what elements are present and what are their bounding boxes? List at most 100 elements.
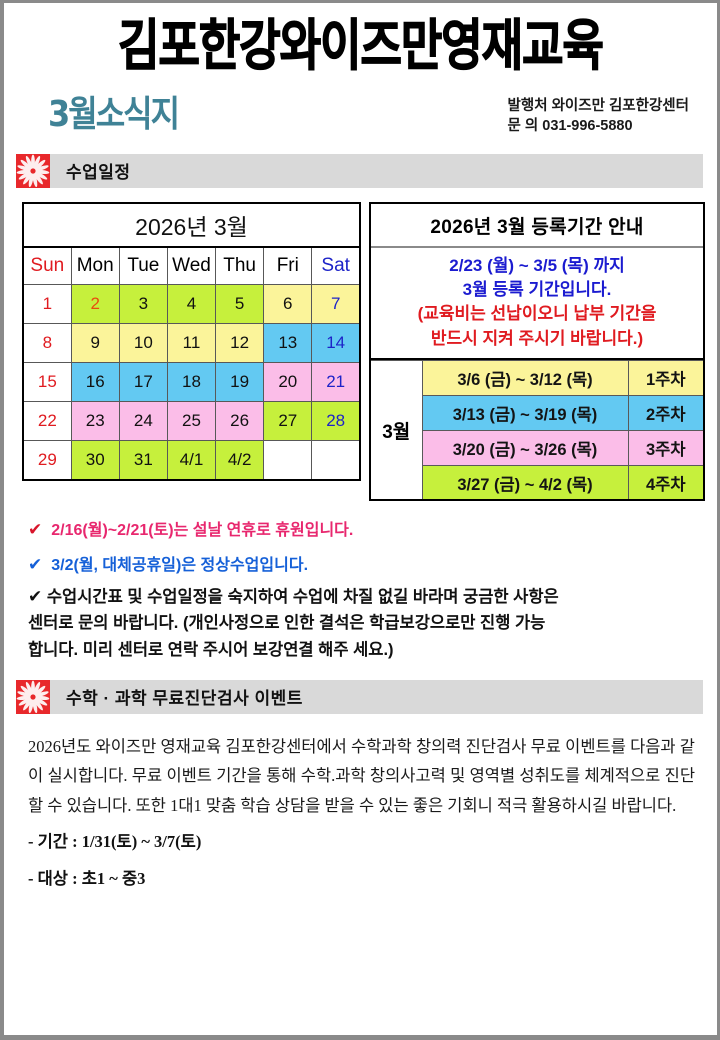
calendar-day-cell[interactable]: 16 <box>70 362 120 403</box>
weekly-date-range: 3/20 (금) ~ 3/26 (목) <box>421 429 629 466</box>
calendar-day-cell[interactable]: 10 <box>118 323 168 364</box>
weekly-date-range: 3/13 (금) ~ 3/19 (목) <box>421 394 629 431</box>
notes-section: ✔ 2/16(월)~2/21(토)는 설날 연휴로 휴원입니다. ✔ 3/2(월… <box>4 501 717 664</box>
weekly-date-range: 3/6 (금) ~ 3/12 (목) <box>421 359 629 396</box>
publisher-name: 발행처 와이즈만 김포한강센터 <box>507 97 689 114</box>
weekly-date-range: 3/27 (금) ~ 4/2 (목) <box>421 464 629 501</box>
calendar-dow-fri: Fri <box>263 246 313 286</box>
event-period: - 기간 : 1/31(토) ~ 3/7(토) <box>28 831 202 851</box>
calendar-empty-cell <box>263 440 313 481</box>
weekly-schedule-table: 3월 3/6 (금) ~ 3/12 (목) 1주차 3/13 (금) ~ 3/19 (… <box>369 359 705 502</box>
calendar-week-row: 22 23 24 25 26 27 28 <box>22 401 361 442</box>
calendar-dow-row: Sun Mon Tue Wed Thu Fri Sat <box>22 246 361 286</box>
section-header-event: 수학 · 과학 무료진단검사 이벤트 <box>16 679 703 714</box>
weekly-schedule-row: 3/13 (금) ~ 3/19 (목) 2주차 <box>370 394 705 431</box>
registration-body: 2/23 (월) ~ 3/5 (목) 까지 3월 등록 기간입니다. (교육비는… <box>371 248 703 358</box>
calendar-day-cell[interactable]: 1 <box>22 284 72 325</box>
calendar-day-cell[interactable]: 11 <box>166 323 217 364</box>
event-target: - 대상 : 초1 ~ 중3 <box>28 869 146 889</box>
registration-period-line: 2/23 (월) ~ 3/5 (목) 까지 <box>449 255 625 275</box>
calendar-week-row: 29 30 31 4/1 4/2 <box>22 440 361 481</box>
page-title: 김포한강와이즈만영재교육 <box>118 13 605 79</box>
registration-warning-line1: (교육비는 선납이오니 납부 기간을 <box>417 304 657 324</box>
weekly-schedule-row: 3/20 (금) ~ 3/26 (목) 3주차 <box>370 429 705 466</box>
newsletter-logo: 3월소식지 <box>48 91 180 135</box>
calendar-day-cell[interactable]: 27 <box>263 401 313 442</box>
calendar-day-cell[interactable]: 13 <box>263 323 313 364</box>
calendar-day-cell[interactable]: 6 <box>263 284 313 325</box>
event-section: 2026년도 와이즈만 영재교육 김포한강센터에서 수학과학 창의력 진단검사 … <box>4 714 717 895</box>
calendar-day-cell[interactable]: 2 <box>70 284 120 325</box>
weekly-week-number: 1주차 <box>627 359 705 396</box>
registration-period-note: 3월 등록 기간입니다. <box>462 279 612 299</box>
calendar-day-cell[interactable]: 28 <box>311 401 361 442</box>
calendar-day-cell[interactable]: 8 <box>22 323 72 364</box>
event-paragraph: 2026년도 와이즈만 영재교육 김포한강센터에서 수학과학 창의력 진단검사 … <box>28 736 695 815</box>
calendar-day-cell[interactable]: 5 <box>215 284 265 325</box>
calendar-dow-sat: Sat <box>311 246 361 286</box>
calendar-day-cell[interactable]: 21 <box>311 362 361 403</box>
starburst-icon <box>16 153 50 188</box>
calendar-day-cell[interactable]: 4/1 <box>166 440 217 481</box>
weekly-schedule-row: 3/27 (금) ~ 4/2 (목) 4주차 <box>370 464 705 501</box>
check-icon: ✔ <box>28 554 43 574</box>
weekly-schedule-row: 3월 3/6 (금) ~ 3/12 (목) 1주차 <box>369 359 705 501</box>
calendar-day-cell[interactable]: 23 <box>70 401 120 442</box>
calendar-title: 2026년 3월 <box>22 201 361 248</box>
calendar-day-cell[interactable]: 17 <box>118 362 168 403</box>
note-text-holiday: 2/16(월)~2/21(토)는 설날 연휴로 휴원입니다. <box>51 522 354 540</box>
check-icon: ✔ <box>28 586 43 606</box>
note-general-line2: 센터로 문의 바랍니다. (개인사정으로 인한 결석은 학급보강으로만 진행 가… <box>28 614 546 633</box>
calendar-day-cell[interactable]: 4/2 <box>215 440 265 481</box>
note-text-substitute: 3/2(월, 대체공휴일)은 정상수업입니다. <box>51 556 309 574</box>
calendar-day-cell[interactable]: 12 <box>215 323 265 364</box>
check-icon: ✔ <box>28 520 43 540</box>
calendar-day-cell[interactable]: 14 <box>311 323 361 364</box>
section-label-event: 수학 · 과학 무료진단검사 이벤트 <box>66 689 303 709</box>
subheader-row: 3월소식지 발행처 와이즈만 김포한강센터 문 의 031-996-5880 <box>4 65 717 137</box>
calendar-empty-cell <box>311 440 361 481</box>
note-item: ✔ 2/16(월)~2/21(토)는 설날 연휴로 휴원입니다. <box>28 519 701 542</box>
calendar-day-cell[interactable]: 29 <box>22 440 72 481</box>
registration-title: 2026년 3월 등록기간 안내 <box>371 204 703 248</box>
calendar-week-row: 15 16 17 18 19 20 21 <box>22 362 361 403</box>
calendar-day-cell[interactable]: 20 <box>263 362 313 403</box>
calendar-dow-tue: Tue <box>118 246 168 286</box>
calendar-week-row: 8 9 10 11 12 13 14 <box>22 323 361 364</box>
calendar-day-cell[interactable]: 31 <box>118 440 168 481</box>
registration-panel: 2026년 3월 등록기간 안내 2/23 (월) ~ 3/5 (목) 까지 3… <box>369 201 705 502</box>
weekly-week-number: 3주차 <box>627 429 705 466</box>
calendar-day-cell[interactable]: 18 <box>166 362 217 403</box>
calendar-dow-sun: Sun <box>22 246 72 286</box>
starburst-icon <box>16 679 50 714</box>
note-item: ✔ 수업시간표 및 수업일정을 숙지하여 수업에 차질 없길 바라며 궁금한 사… <box>28 588 701 664</box>
calendar-day-cell[interactable]: 4 <box>166 284 217 325</box>
calendar-day-cell[interactable]: 26 <box>215 401 265 442</box>
section-label-schedule: 수업일정 <box>66 163 131 183</box>
note-text-general: ✔ 수업시간표 및 수업일정을 숙지하여 수업에 차질 없길 바라며 궁금한 사… <box>28 584 559 664</box>
masthead: 김포한강와이즈만영재교육 <box>4 3 717 75</box>
calendar-day-cell[interactable]: 7 <box>311 284 361 325</box>
section-header-schedule: 수업일정 <box>16 153 703 188</box>
calendar-day-cell[interactable]: 25 <box>166 401 217 442</box>
calendar-day-cell[interactable]: 3 <box>118 284 168 325</box>
calendar-dow-wed: Wed <box>166 246 217 286</box>
calendar-day-cell[interactable]: 24 <box>118 401 168 442</box>
calendar-day-cell[interactable]: 22 <box>22 401 72 442</box>
weekly-month-label: 3월 <box>369 359 423 501</box>
registration-warning-line2: 반드시 지켜 주시기 바랍니다.) <box>430 328 644 348</box>
calendar-title-row: 2026년 3월 <box>22 201 361 248</box>
calendar-dow-thu: Thu <box>215 246 265 286</box>
calendar-day-cell[interactable]: 9 <box>70 323 120 364</box>
calendar-day-cell[interactable]: 15 <box>22 362 72 403</box>
weekly-week-number: 4주차 <box>627 464 705 501</box>
registration-box: 2026년 3월 등록기간 안내 2/23 (월) ~ 3/5 (목) 까지 3… <box>369 201 705 360</box>
publisher-phone: 문 의 031-996-5880 <box>507 118 633 135</box>
calendar-day-cell[interactable]: 19 <box>215 362 265 403</box>
calendar-day-cell[interactable]: 30 <box>70 440 120 481</box>
note-general-line3: 합니다. 미리 센터로 연락 주시어 보강연결 해주 세요.) <box>28 641 394 660</box>
